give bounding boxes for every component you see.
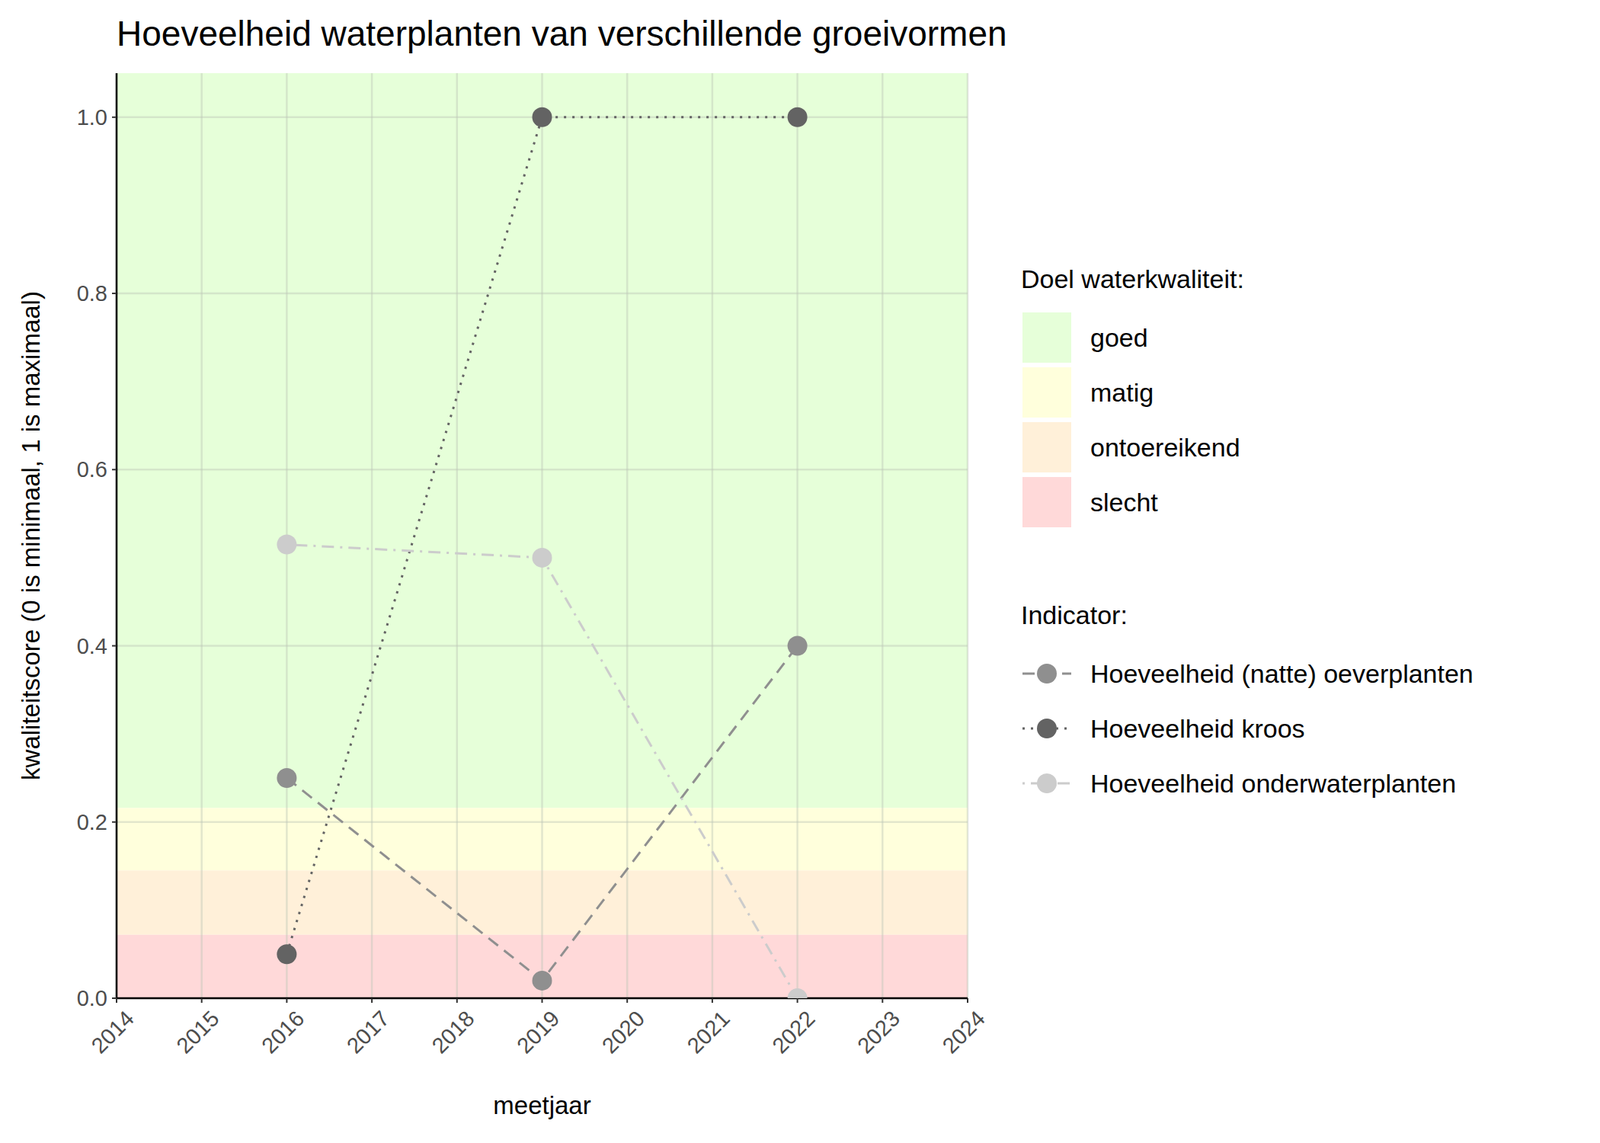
grid-line-x [881,73,884,999]
y-tick [112,292,117,295]
x-tick [966,998,969,1003]
y-axis-title: kwaliteitscore (0 is minimaal, 1 is maxi… [16,291,45,781]
series-point [276,768,297,788]
x-tick [285,998,288,1003]
grid-line-x [626,73,629,999]
x-tick-label: 2019 [512,1005,564,1058]
grid-line-x [371,73,374,999]
y-tick-label: 0.2 [76,809,108,835]
x-tick [626,998,628,1003]
grid [116,73,968,999]
legend-title: Doel waterkwaliteit: [1020,264,1245,294]
x-axis-title: meetjaar [492,1091,591,1120]
x-tick-label: 2014 [86,1005,139,1058]
series-point [532,970,553,991]
legend-label: goed [1090,323,1149,352]
legend-key [1036,663,1057,684]
x-tick-label: 2017 [342,1005,394,1058]
legend-label: Hoeveelheid (natte) oeverplanten [1090,659,1474,688]
grid-line-x [966,73,970,999]
x-tick [115,998,118,1003]
series-point [787,636,808,656]
ticks: 0.0 0.2 0.4 0.6 0.8 1.0 2014 2015 2016 2017 2018 20… [76,105,990,1059]
series-point [276,944,297,964]
x-tick-label: 2015 [171,1005,224,1058]
series-point [787,107,808,128]
x-tick-label: 2020 [597,1005,650,1058]
series [276,107,807,999]
x-tick-label: 2024 [937,1005,990,1058]
y-tick [112,821,117,823]
x-tick [541,998,544,1003]
legend-key [1036,773,1057,794]
x-tick-label: 2018 [427,1005,480,1058]
legend-key [1036,718,1057,739]
x-tick-label: 2022 [767,1005,820,1058]
bands [116,73,968,999]
y-tick-label: 0.6 [76,457,108,482]
series-line [286,117,797,954]
y-tick [112,116,117,119]
series-line [286,544,797,999]
y-tick-label: 0.0 [76,985,108,1011]
series-point [532,547,553,568]
series-point [276,534,297,555]
x-tick-label: 2021 [682,1005,735,1058]
x-tick [711,998,714,1003]
legend-label: Hoeveelheid onderwaterplanten [1090,768,1456,798]
x-tick [201,998,203,1003]
grid-line-x [711,73,714,999]
grid-line-x [456,73,459,999]
grid-line-x [200,73,203,999]
x-tick-label: 2023 [852,1005,905,1058]
legend-label: ontoereikend [1090,432,1241,462]
y-tick [112,645,117,647]
x-tick [371,998,373,1003]
y-tick [112,468,117,471]
legend-label: slecht [1090,487,1159,517]
legend-label: matig [1090,377,1154,407]
series-point [532,107,553,128]
y-tick-label: 0.8 [76,281,108,306]
legend-key [1022,422,1072,473]
x-tick [881,998,884,1003]
legend: Doel waterkwaliteit: goed matig ontoereiken… [1020,264,1474,798]
legend-key [1022,312,1072,363]
chart: 0.0 0.2 0.4 0.6 0.8 1.0 2014 2015 2016 2017 2018 20… [0,0,1600,1143]
x-tick [796,998,799,1003]
y-tick-label: 0.4 [76,633,108,659]
grid-line-x [540,73,544,999]
title: Hoeveelheid waterplanten van verschillen… [116,13,1008,54]
legend-key [1022,367,1072,418]
x-tick-label: 2016 [256,1005,309,1058]
legend-key [1022,476,1072,528]
y-tick-label: 1.0 [76,105,108,130]
y-axis-line [115,73,119,999]
grid-line-x [115,73,119,999]
series-line [286,646,797,981]
legend-title: Indicator: [1020,600,1128,630]
series-point [787,988,808,999]
grid-line-x [796,73,799,999]
legend-label: Hoeveelheid kroos [1090,713,1306,743]
x-tick [456,998,458,1003]
